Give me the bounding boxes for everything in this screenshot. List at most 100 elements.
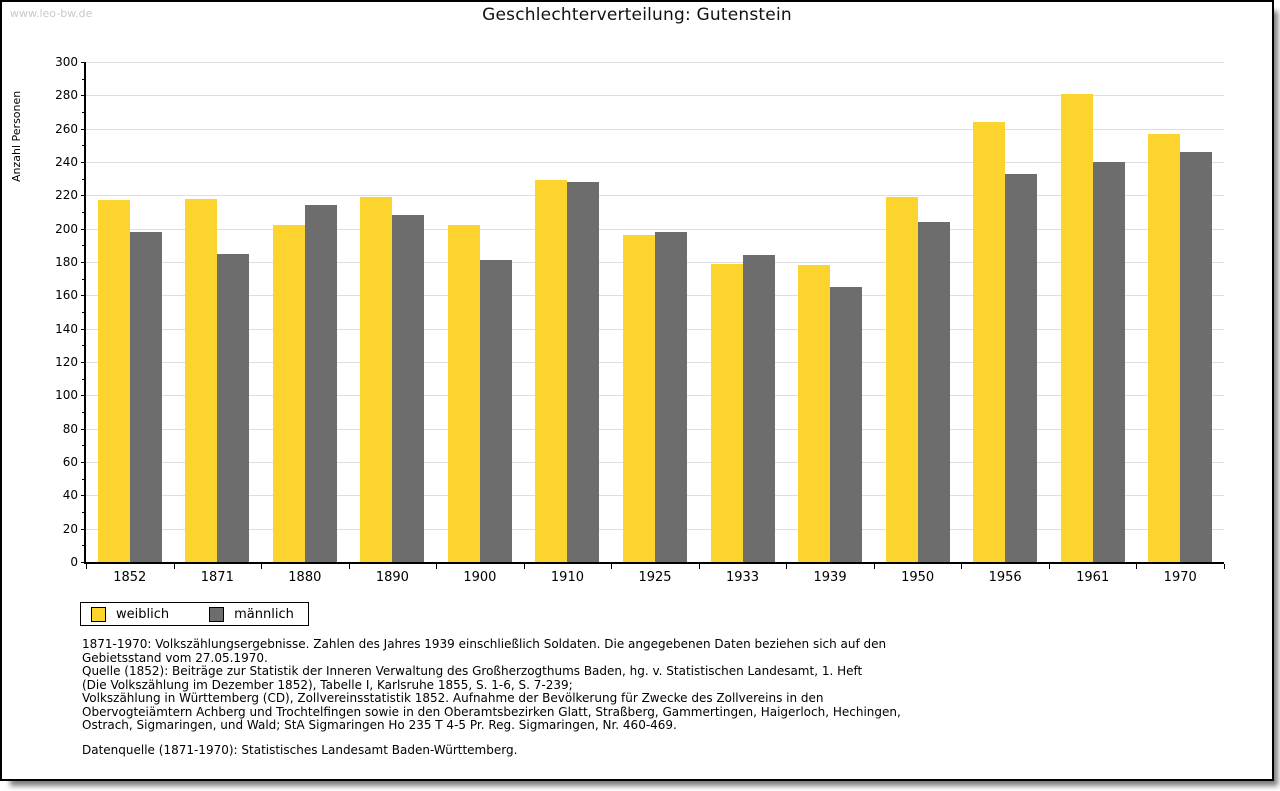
y-tick-label: 180 bbox=[55, 255, 78, 269]
legend-label-weiblich: weiblich bbox=[116, 606, 170, 622]
y-tick-mark bbox=[81, 495, 86, 497]
bar-männlich-1871 bbox=[217, 253, 250, 562]
x-category-label: 1939 bbox=[813, 570, 847, 585]
x-category-label: 1890 bbox=[375, 570, 409, 585]
bar-männlich-1961 bbox=[1092, 162, 1125, 562]
bar-männlich-1933 bbox=[742, 255, 775, 562]
x-tick-mark bbox=[1224, 564, 1225, 569]
y-tick-mark bbox=[81, 395, 86, 397]
y-tick-label: 200 bbox=[55, 221, 78, 236]
y-tick-mark bbox=[81, 295, 86, 297]
footnote-line: Quelle (1852): Beiträge zur Statistik de… bbox=[82, 664, 863, 678]
x-tick-mark bbox=[873, 564, 875, 569]
legend-item-weiblich: weiblich bbox=[91, 606, 170, 622]
weiblich-swatch-icon bbox=[91, 606, 106, 622]
x-category-label: 1925 bbox=[638, 570, 672, 585]
y-gridline bbox=[86, 195, 1224, 197]
x-tick-mark bbox=[173, 564, 175, 569]
bar-männlich-1970 bbox=[1180, 152, 1213, 562]
y-tick-mark bbox=[81, 228, 86, 230]
y-tick-label: 140 bbox=[55, 321, 78, 336]
footnote-line: Obervogteiämtern Achberg und Trochtelfin… bbox=[82, 704, 901, 719]
x-tick-mark bbox=[523, 564, 525, 569]
y-tick-mark bbox=[81, 262, 86, 263]
bar-weiblich-1852 bbox=[97, 200, 130, 562]
y-tick-label: 220 bbox=[55, 188, 78, 203]
x-tick-mark bbox=[611, 564, 613, 569]
bar-männlich-1900 bbox=[479, 260, 512, 562]
x-category-label: 1961 bbox=[1076, 570, 1110, 585]
y-tick-mark bbox=[81, 362, 86, 363]
plot-area: 0 20 40 60 80 100 120 140 160 180 200 220 240 260 280 3… bbox=[2, 2, 1272, 779]
y-gridline bbox=[86, 228, 1224, 230]
x-tick-mark bbox=[698, 564, 700, 569]
maennlich-swatch-icon bbox=[209, 606, 225, 622]
y-tick-mark bbox=[81, 128, 86, 130]
footnote-line: 1871-1970: Volkszählungsergebnisse. Zahl… bbox=[82, 637, 887, 651]
bar-männlich-1852 bbox=[129, 232, 162, 562]
datasource-line: Datenquelle (1871-1970): Statistisches L… bbox=[82, 743, 518, 757]
y-tick-label: 120 bbox=[55, 355, 78, 369]
x-tick-mark bbox=[1136, 564, 1138, 569]
bar-weiblich-1970 bbox=[1148, 133, 1181, 562]
bar-männlich-1910 bbox=[567, 182, 600, 562]
footnote-line: (Die Volkszählung im Dezember 1852), Tab… bbox=[82, 677, 573, 692]
y-tick-mark bbox=[81, 62, 86, 63]
y-tick-label: 280 bbox=[55, 88, 78, 103]
y-tick-mark bbox=[81, 95, 86, 97]
bar-männlich-1956 bbox=[1005, 173, 1038, 562]
x-category-label: 1933 bbox=[725, 570, 760, 585]
x-axis-line bbox=[84, 562, 1224, 564]
bar-weiblich-1933 bbox=[710, 263, 743, 562]
y-axis-line bbox=[84, 62, 86, 564]
bar-männlich-1880 bbox=[304, 205, 337, 562]
y-gridline bbox=[86, 62, 1224, 63]
y-tick-label: 100 bbox=[55, 388, 78, 403]
x-tick-mark bbox=[348, 564, 350, 569]
y-tick-mark bbox=[81, 462, 86, 463]
bar-weiblich-1900 bbox=[447, 225, 480, 562]
y-gridline bbox=[86, 128, 1224, 130]
x-tick-mark bbox=[86, 564, 87, 569]
y-tick-mark bbox=[81, 195, 86, 197]
y-tick-label: 240 bbox=[55, 155, 78, 169]
footnote-line: Volkszählung in Württemberg (CD), Zollve… bbox=[82, 691, 824, 705]
x-tick-mark bbox=[961, 564, 963, 569]
bar-weiblich-1939 bbox=[798, 265, 831, 562]
y-tick-mark bbox=[81, 162, 86, 163]
bar-weiblich-1871 bbox=[185, 198, 218, 562]
legend-box: weiblich männlich bbox=[80, 602, 309, 626]
y-tick-label: 60 bbox=[62, 455, 78, 469]
x-tick-mark bbox=[261, 564, 263, 569]
x-tick-mark bbox=[786, 564, 788, 569]
bar-männlich-1939 bbox=[830, 287, 863, 562]
x-category-label: 1910 bbox=[550, 570, 584, 585]
bar-weiblich-1925 bbox=[623, 235, 655, 562]
y-tick-label: 160 bbox=[55, 288, 78, 303]
legend-item-maennlich: männlich bbox=[209, 606, 294, 622]
legend-label-maennlich: männlich bbox=[234, 606, 294, 622]
bar-weiblich-1961 bbox=[1060, 93, 1093, 562]
x-category-label: 1880 bbox=[288, 570, 322, 585]
y-tick-label: 40 bbox=[62, 488, 78, 503]
y-gridline bbox=[86, 95, 1224, 97]
footnote-line: Ostrach, Sigmaringen, und Wald; StA Sigm… bbox=[82, 718, 677, 732]
bar-weiblich-1880 bbox=[272, 225, 305, 562]
bar-männlich-1925 bbox=[655, 232, 687, 562]
bar-weiblich-1910 bbox=[535, 180, 568, 562]
y-tick-mark bbox=[81, 528, 86, 530]
x-category-label: 1852 bbox=[113, 570, 147, 585]
footnote-line: Gebietsstand vom 27.05.1970. bbox=[82, 650, 268, 665]
y-tick-label: 300 bbox=[55, 55, 78, 69]
y-tick-mark bbox=[81, 562, 86, 563]
y-tick-label: 0 bbox=[70, 555, 78, 569]
x-category-label: 1950 bbox=[901, 570, 935, 585]
x-category-label: 1871 bbox=[200, 570, 234, 585]
chart-title: Geschlechterverteilung: Gutenstein bbox=[482, 5, 792, 25]
bar-männlich-1950 bbox=[917, 222, 950, 562]
y-tick-label: 20 bbox=[62, 521, 78, 536]
x-tick-mark bbox=[436, 564, 438, 569]
site-watermark: www.leo-bw.de bbox=[10, 7, 93, 20]
y-tick-mark bbox=[81, 328, 86, 330]
